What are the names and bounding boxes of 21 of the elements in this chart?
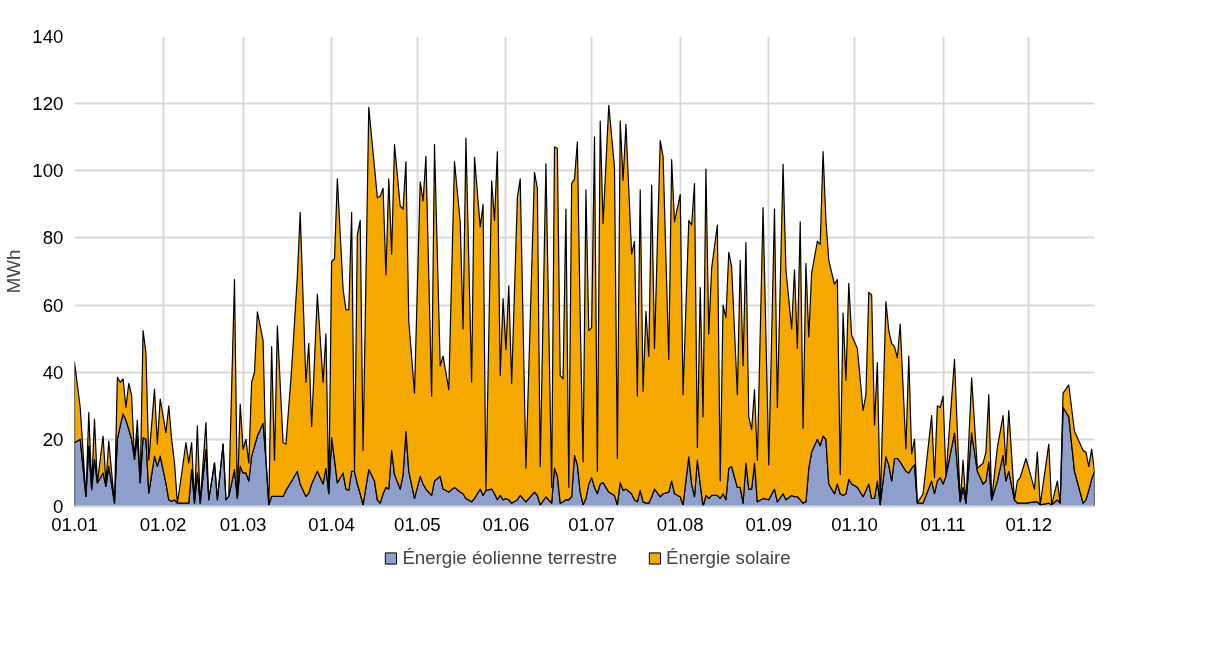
x-tick-label: 01.06: [482, 513, 530, 535]
y-tick-label: 20: [42, 428, 64, 450]
y-tick-label: 60: [42, 294, 64, 316]
legend-label: Énergie éolienne terrestre: [402, 547, 618, 569]
y-tick-label: 120: [32, 93, 64, 115]
y-tick-label: 80: [42, 227, 64, 249]
x-tick-label: 01.12: [1005, 513, 1053, 535]
x-tick-label: 01.07: [568, 513, 615, 535]
y-tick-label: 40: [42, 361, 64, 383]
y-tick-label: 140: [32, 26, 64, 47]
legend-label: Énergie solaire: [666, 547, 791, 569]
x-tick-label: 01.04: [308, 513, 355, 535]
x-tick-label: 01.08: [656, 513, 704, 535]
x-tick-label: 01.09: [745, 513, 793, 535]
x-tick-label: 01.03: [219, 513, 267, 535]
x-tick-label: 01.10: [831, 513, 878, 535]
y-axis-title: MWh: [3, 249, 25, 294]
x-tick-label: 01.11: [920, 513, 966, 535]
x-tick-label: 01.02: [139, 513, 187, 535]
y-tick-label: 100: [32, 160, 64, 182]
x-tick-label: 01.05: [394, 513, 441, 535]
